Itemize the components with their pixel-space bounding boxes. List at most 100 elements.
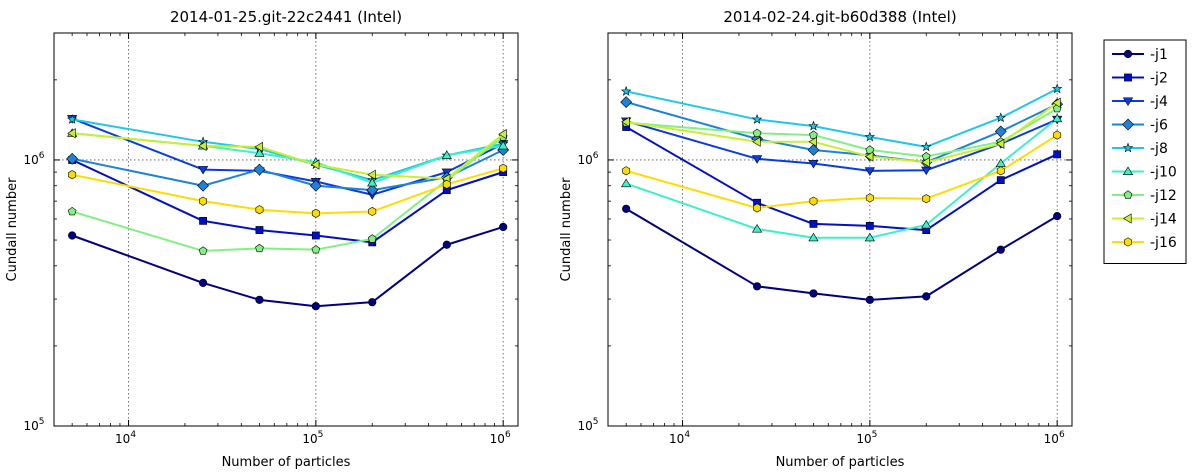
data-point bbox=[807, 144, 820, 156]
data-point bbox=[255, 295, 264, 304]
series-j16 bbox=[622, 130, 1062, 213]
x-axis-label: Number of particles bbox=[776, 455, 905, 470]
data-point bbox=[198, 278, 208, 288]
data-point bbox=[809, 196, 818, 206]
legend-label: -j10 bbox=[1150, 165, 1177, 181]
legend-label: -j6 bbox=[1150, 118, 1168, 134]
legend-label: -j12 bbox=[1150, 188, 1177, 204]
data-point bbox=[198, 246, 208, 255]
y-tick-label: 105 bbox=[577, 417, 598, 433]
legend-marker bbox=[1124, 237, 1132, 247]
legend-label: -j8 bbox=[1150, 141, 1168, 157]
axes-frame bbox=[607, 32, 1073, 427]
data-point bbox=[995, 112, 1006, 123]
data-point bbox=[808, 136, 817, 147]
series-j8 bbox=[620, 83, 1063, 152]
data-point bbox=[311, 208, 320, 218]
chart-title: 2014-01-25.git-22c2441 (Intel) bbox=[170, 8, 402, 26]
data-point bbox=[808, 159, 819, 169]
x-tick-label: 105 bbox=[302, 430, 323, 446]
data-point bbox=[808, 232, 819, 242]
data-point bbox=[366, 184, 379, 197]
y-tick-label: 105 bbox=[23, 417, 44, 433]
data-point bbox=[751, 113, 763, 124]
data-point bbox=[922, 292, 931, 301]
data-point bbox=[921, 141, 932, 152]
data-point bbox=[499, 163, 508, 173]
data-point bbox=[809, 219, 818, 228]
data-point bbox=[621, 178, 632, 188]
data-point bbox=[865, 295, 874, 304]
data-point bbox=[253, 163, 266, 176]
data-point bbox=[1053, 212, 1062, 221]
legend-entry: -j4 bbox=[1112, 94, 1168, 110]
data-point bbox=[197, 179, 210, 192]
data-point bbox=[1053, 150, 1062, 159]
data-point bbox=[368, 298, 377, 307]
data-point bbox=[921, 219, 932, 229]
data-point bbox=[199, 217, 207, 225]
data-point bbox=[809, 130, 818, 139]
data-point bbox=[865, 145, 875, 154]
data-point bbox=[311, 231, 320, 240]
legend-marker bbox=[1123, 49, 1133, 59]
legend-marker bbox=[1122, 97, 1134, 106]
x-tick-label: 106 bbox=[490, 430, 511, 446]
data-point bbox=[498, 129, 507, 140]
data-point bbox=[620, 96, 633, 109]
data-point bbox=[254, 148, 265, 157]
data-point bbox=[809, 289, 818, 298]
legend-marker bbox=[1122, 118, 1134, 131]
data-point bbox=[255, 205, 264, 215]
data-point bbox=[864, 151, 874, 162]
data-point bbox=[367, 169, 376, 180]
data-point bbox=[864, 131, 876, 142]
x-tick-label: 104 bbox=[669, 430, 690, 446]
data-point bbox=[922, 194, 931, 204]
data-point bbox=[808, 120, 819, 131]
legend-entry: -j2 bbox=[1112, 71, 1168, 87]
data-point bbox=[865, 222, 874, 230]
data-point bbox=[622, 166, 631, 176]
legend-entry: -j1 bbox=[1112, 47, 1168, 63]
legend-label: -j14 bbox=[1150, 212, 1177, 228]
legend-entry: -j14 bbox=[1112, 212, 1177, 228]
legend-marker bbox=[1122, 166, 1134, 175]
series-j1 bbox=[622, 204, 1062, 304]
data-point bbox=[752, 128, 762, 137]
y-tick-label: 106 bbox=[577, 151, 598, 167]
series-j16 bbox=[68, 163, 508, 218]
data-point bbox=[921, 157, 930, 168]
data-point bbox=[367, 234, 377, 243]
series-j1 bbox=[68, 222, 508, 311]
data-point bbox=[367, 177, 378, 187]
data-point bbox=[1053, 130, 1062, 140]
data-point bbox=[996, 245, 1005, 254]
x-tick-label: 105 bbox=[856, 430, 877, 446]
chart-title: 2014-02-24.git-b60d388 (Intel) bbox=[723, 8, 956, 26]
data-point bbox=[621, 116, 630, 128]
legend-label: -j1 bbox=[1150, 47, 1168, 63]
data-point bbox=[1051, 83, 1063, 94]
legend-entry: -j6 bbox=[1112, 118, 1168, 134]
data-point bbox=[442, 179, 451, 189]
data-point bbox=[311, 245, 321, 254]
data-point bbox=[67, 128, 76, 139]
data-point bbox=[753, 203, 762, 213]
data-point bbox=[255, 243, 264, 253]
series-j14 bbox=[621, 97, 1061, 168]
series-j10 bbox=[621, 113, 1063, 242]
series-j2 bbox=[68, 156, 508, 247]
legend-marker bbox=[1124, 73, 1132, 82]
data-point bbox=[865, 193, 874, 203]
data-point bbox=[499, 222, 508, 232]
legend-marker bbox=[1123, 190, 1133, 199]
legend-label: -j2 bbox=[1150, 71, 1168, 87]
data-point bbox=[864, 167, 875, 176]
data-point bbox=[752, 136, 761, 147]
x-tick-label: 106 bbox=[1044, 430, 1065, 446]
data-point bbox=[311, 302, 320, 311]
series-j14 bbox=[67, 128, 507, 184]
legend-entry: -j16 bbox=[1112, 235, 1177, 251]
